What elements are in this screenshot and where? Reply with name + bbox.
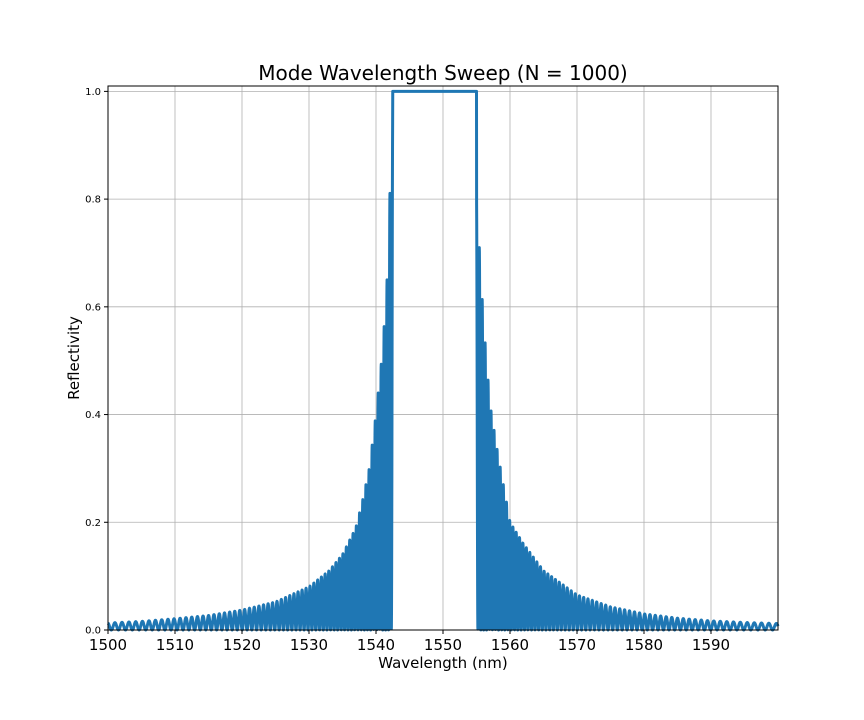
series-line-layer	[106, 89, 780, 632]
x-tick-label: 1580	[625, 636, 663, 654]
y-tick-label: 0.8	[85, 195, 101, 206]
x-axis-label: Wavelength (nm)	[378, 654, 508, 672]
x-tick-label: 1520	[223, 636, 261, 654]
y-tick-label: 0.2	[85, 518, 101, 529]
series-line	[106, 89, 780, 632]
ticks: 1500 1510 1520 1530 1540 1550 1560 1570 1580 1590…	[85, 87, 730, 654]
x-tick-label: 1500	[89, 636, 127, 654]
x-tick-label: 1550	[424, 636, 462, 654]
y-tick-label: 0.6	[85, 302, 101, 313]
chart-title: Mode Wavelength Sweep (N = 1000)	[258, 61, 628, 85]
x-tick-label: 1540	[357, 636, 395, 654]
x-tick-label: 1510	[156, 636, 194, 654]
x-tick-label: 1560	[491, 636, 529, 654]
y-tick-label: 1.0	[85, 87, 101, 98]
x-tick-label: 1530	[290, 636, 328, 654]
x-tick-label: 1590	[692, 636, 730, 654]
x-tick-label: 1570	[558, 636, 596, 654]
y-tick-label: 0.0	[85, 626, 101, 637]
y-axis-label: Reflectivity	[65, 316, 83, 400]
y-tick-label: 0.4	[85, 410, 101, 421]
